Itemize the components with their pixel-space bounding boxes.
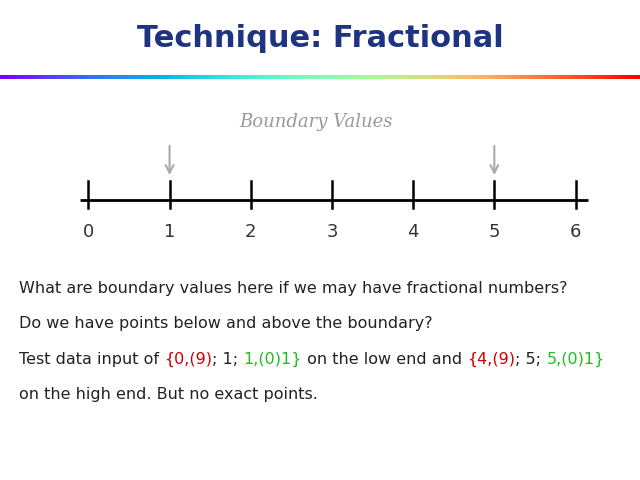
Text: SoftServe: SoftServe (48, 451, 132, 466)
Text: 1,(0)1}: 1,(0)1} (244, 351, 302, 367)
Text: What are boundary values here if we may have fractional numbers?: What are boundary values here if we may … (19, 280, 568, 296)
Text: Test data input of: Test data input of (19, 351, 164, 367)
Text: 3: 3 (326, 223, 338, 240)
Text: ; 1;: ; 1; (212, 351, 244, 367)
Text: 4: 4 (408, 223, 419, 240)
Text: {0,(9): {0,(9) (164, 351, 212, 367)
Text: Ⓢ: Ⓢ (19, 449, 31, 468)
Text: Do we have points below and above the boundary?: Do we have points below and above the bo… (19, 316, 433, 331)
Text: 0: 0 (83, 223, 94, 240)
Text: 1: 1 (164, 223, 175, 240)
Text: ; 5;: ; 5; (515, 351, 547, 367)
Text: 6: 6 (570, 223, 581, 240)
Text: on the low end and: on the low end and (302, 351, 467, 367)
Text: Technique: Fractional: Technique: Fractional (136, 24, 504, 53)
Text: on the high end. But no exact points.: on the high end. But no exact points. (19, 387, 318, 402)
Text: 2: 2 (245, 223, 257, 240)
Text: {4,(9): {4,(9) (467, 351, 515, 367)
Text: 5: 5 (488, 223, 500, 240)
Text: 5,(0)1}: 5,(0)1} (547, 351, 605, 367)
Text: Boundary Values: Boundary Values (239, 113, 392, 132)
